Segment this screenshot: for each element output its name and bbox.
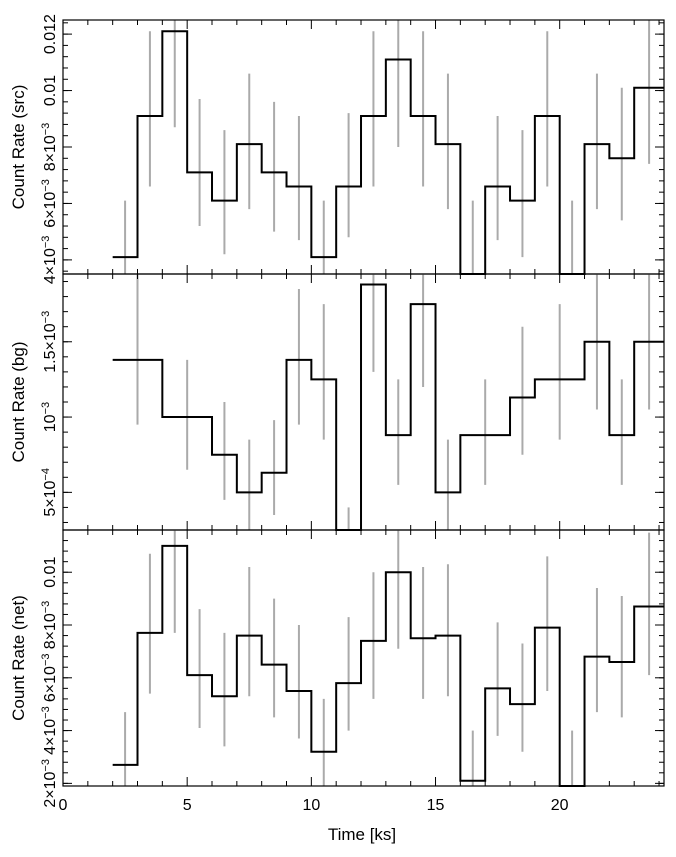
- light-curve-step: [112, 544, 664, 787]
- panel-frame: [62, 529, 665, 787]
- x-tick-label: 10: [302, 797, 320, 814]
- y-axis-label: Count Rate (bg): [9, 342, 28, 463]
- panel-frame: [62, 19, 665, 275]
- x-tick-label: 15: [427, 797, 445, 814]
- y-tick-label: 8×10−3: [40, 123, 59, 172]
- y-tick-label: 4×10−3: [40, 236, 59, 285]
- x-axis: 0 5 10 15 20: [59, 797, 569, 814]
- y-tick-label: 6×10−3: [40, 179, 59, 228]
- x-tick-label: 20: [551, 797, 569, 814]
- y-tick-label: 1.5×10−3: [40, 311, 59, 373]
- y-tick-label: 0.012: [42, 14, 59, 54]
- y-tick-label: 6×10−3: [40, 653, 59, 702]
- light-curve-step: [112, 283, 664, 531]
- y-tick-label: 10−3: [40, 402, 59, 432]
- y-tick-label: 0.01: [42, 557, 59, 588]
- panel-frame: [62, 273, 665, 531]
- y-tick-label: 5×10−4: [40, 468, 59, 517]
- y-axis-label: Count Rate (net): [9, 595, 28, 721]
- y-axis-label: Count Rate (src): [9, 85, 28, 210]
- y-tick-label: 0.01: [42, 75, 59, 106]
- x-axis-label: Time [ks]: [328, 825, 396, 844]
- y-tick-label: 8×10−3: [40, 601, 59, 650]
- y-tick-label: 4×10−3: [40, 706, 59, 755]
- x-tick-label: 0: [59, 797, 68, 814]
- panel-background: 5×10−4 10−3 1.5×10−3 Count Rate (bg): [9, 273, 665, 531]
- light-curve-step: [112, 30, 664, 275]
- panel-net: 2×10−3 4×10−3 6×10−3 8×10−3 0.01 Count Rate (…: [9, 529, 665, 808]
- y-tick-label: 2×10−3: [40, 759, 59, 808]
- panel-source: 4×10−3 6×10−3 8×10−3 0.01 0.012 Count Rate (s…: [9, 14, 665, 285]
- x-tick-label: 5: [183, 797, 192, 814]
